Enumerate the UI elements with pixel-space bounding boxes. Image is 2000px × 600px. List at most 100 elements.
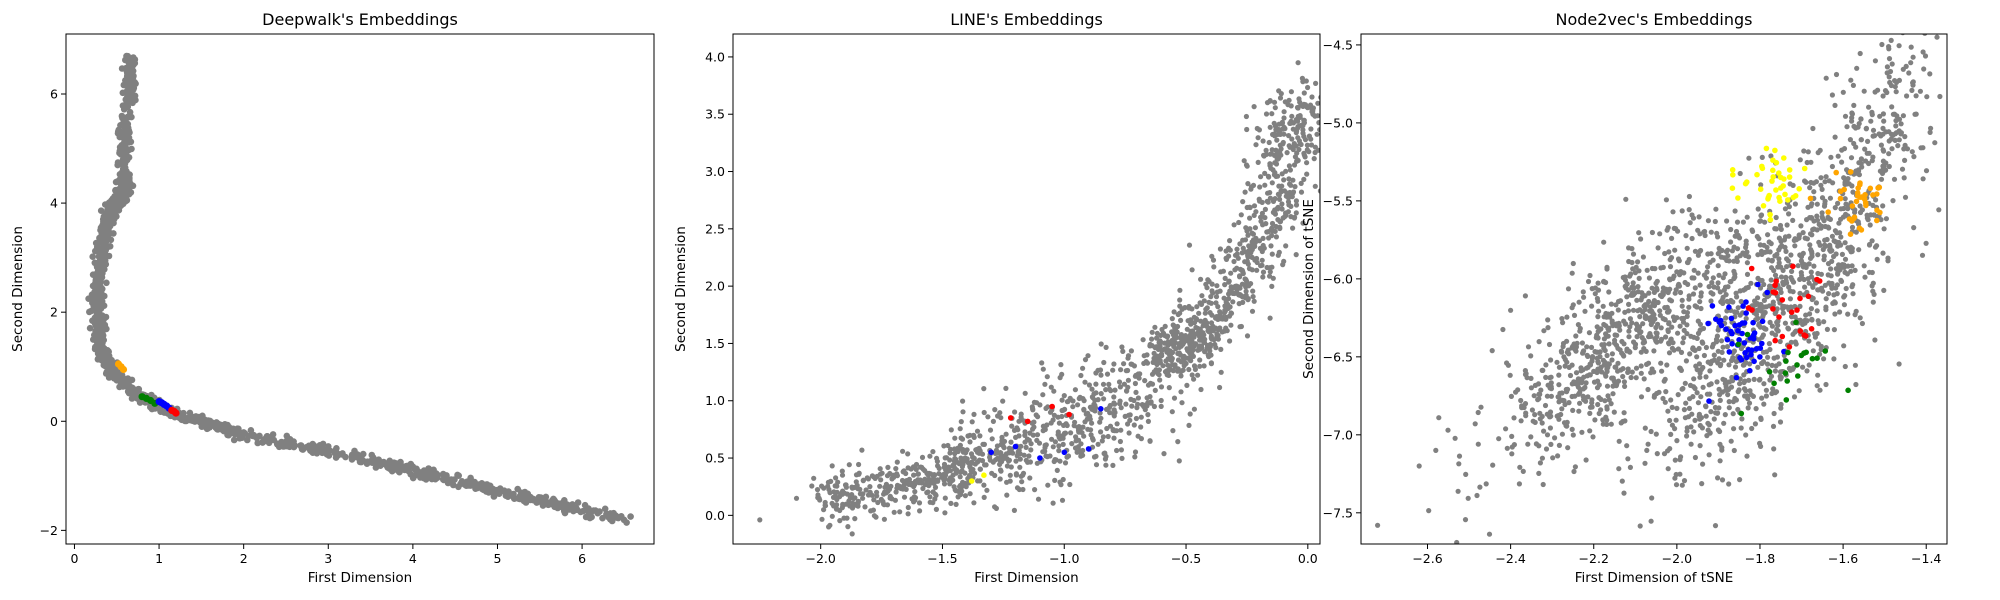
data-point bbox=[1849, 284, 1855, 290]
data-point bbox=[1768, 277, 1774, 283]
data-point bbox=[1613, 321, 1619, 327]
data-point bbox=[1622, 321, 1628, 327]
data-point bbox=[1654, 451, 1660, 457]
data-point bbox=[1191, 363, 1198, 369]
data-point bbox=[1594, 295, 1600, 302]
data-point bbox=[1101, 359, 1107, 366]
data-point bbox=[1548, 357, 1554, 363]
data-point bbox=[1604, 417, 1610, 423]
data-point bbox=[852, 516, 858, 522]
data-point bbox=[960, 409, 966, 415]
data-point bbox=[1663, 286, 1669, 292]
data-point bbox=[1790, 217, 1796, 223]
data-point bbox=[1800, 264, 1806, 270]
data-point bbox=[1595, 401, 1601, 408]
data-point bbox=[113, 370, 121, 377]
data-point bbox=[1726, 362, 1732, 368]
data-point bbox=[601, 505, 609, 513]
data-point bbox=[1188, 358, 1194, 364]
data-point bbox=[1786, 233, 1792, 239]
data-point bbox=[1871, 291, 1877, 297]
data-point bbox=[560, 507, 568, 515]
data-point bbox=[1069, 441, 1075, 447]
data-point bbox=[1275, 217, 1281, 223]
data-point bbox=[1615, 298, 1622, 305]
data-point bbox=[1855, 219, 1861, 225]
data-point bbox=[1629, 259, 1635, 266]
data-point bbox=[1700, 461, 1706, 467]
data-point bbox=[1809, 232, 1815, 238]
data-point bbox=[1284, 150, 1290, 156]
data-point bbox=[1272, 105, 1278, 111]
data-point bbox=[273, 440, 281, 448]
data-point bbox=[1708, 251, 1714, 257]
data-point bbox=[1647, 331, 1653, 337]
data-point bbox=[1819, 210, 1825, 216]
data-point bbox=[1932, 140, 1938, 146]
data-point bbox=[852, 495, 858, 501]
data-point bbox=[594, 509, 601, 517]
data-point bbox=[1614, 332, 1620, 338]
data-point bbox=[1824, 326, 1830, 332]
data-point bbox=[981, 386, 987, 392]
data-point bbox=[1829, 281, 1835, 288]
data-point bbox=[545, 501, 552, 509]
highlight-point bbox=[1849, 218, 1855, 224]
data-point bbox=[122, 145, 130, 152]
data-point bbox=[1295, 60, 1301, 66]
data-point bbox=[1456, 461, 1462, 467]
data-point bbox=[1629, 369, 1635, 375]
data-point bbox=[1686, 304, 1692, 310]
data-point bbox=[1537, 410, 1543, 416]
data-point bbox=[1159, 347, 1165, 353]
data-point bbox=[1295, 135, 1301, 141]
data-point bbox=[1809, 250, 1815, 257]
data-point bbox=[1866, 104, 1872, 110]
data-point bbox=[1691, 376, 1697, 382]
data-point bbox=[931, 472, 937, 478]
data-point bbox=[857, 486, 863, 492]
data-point bbox=[1898, 20, 1903, 25]
data-point bbox=[1780, 267, 1786, 273]
data-point bbox=[1595, 378, 1601, 384]
data-point bbox=[1807, 242, 1813, 248]
data-point bbox=[1758, 301, 1764, 308]
data-point bbox=[1177, 297, 1183, 303]
data-point bbox=[974, 428, 981, 434]
data-point bbox=[1870, 202, 1876, 208]
data-point bbox=[1821, 356, 1827, 362]
highlight-point bbox=[1776, 170, 1782, 176]
data-point bbox=[1715, 327, 1721, 333]
data-point bbox=[259, 439, 266, 446]
data-point bbox=[1598, 396, 1604, 402]
data-point bbox=[1697, 299, 1703, 305]
data-point bbox=[1858, 160, 1864, 167]
data-point bbox=[1573, 370, 1580, 376]
data-point bbox=[1778, 226, 1784, 232]
data-point bbox=[1709, 344, 1715, 350]
data-point bbox=[204, 422, 211, 430]
data-point bbox=[1251, 298, 1257, 304]
data-point bbox=[1279, 183, 1285, 189]
data-point bbox=[827, 490, 833, 496]
data-point bbox=[1757, 324, 1763, 330]
data-point bbox=[1681, 327, 1687, 333]
data-point bbox=[1872, 244, 1879, 250]
data-point bbox=[118, 65, 126, 72]
data-point bbox=[493, 486, 501, 494]
data-point bbox=[998, 441, 1004, 448]
data-point bbox=[120, 380, 128, 387]
data-point bbox=[809, 483, 815, 489]
highlight-point bbox=[1085, 446, 1092, 452]
data-point bbox=[1273, 173, 1279, 179]
data-point bbox=[1496, 436, 1502, 442]
data-point bbox=[1144, 352, 1150, 358]
data-point bbox=[434, 474, 441, 482]
data-point bbox=[1802, 235, 1808, 241]
data-point bbox=[1098, 391, 1104, 397]
data-point bbox=[1776, 260, 1782, 266]
data-point bbox=[1556, 382, 1562, 388]
data-point bbox=[1707, 368, 1713, 374]
data-point bbox=[1290, 126, 1296, 132]
data-point bbox=[1200, 330, 1206, 336]
